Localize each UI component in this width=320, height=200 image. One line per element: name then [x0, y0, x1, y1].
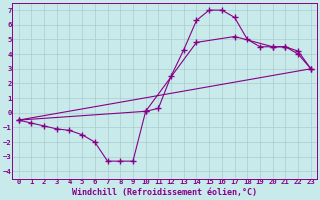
X-axis label: Windchill (Refroidissement éolien,°C): Windchill (Refroidissement éolien,°C)	[72, 188, 257, 197]
